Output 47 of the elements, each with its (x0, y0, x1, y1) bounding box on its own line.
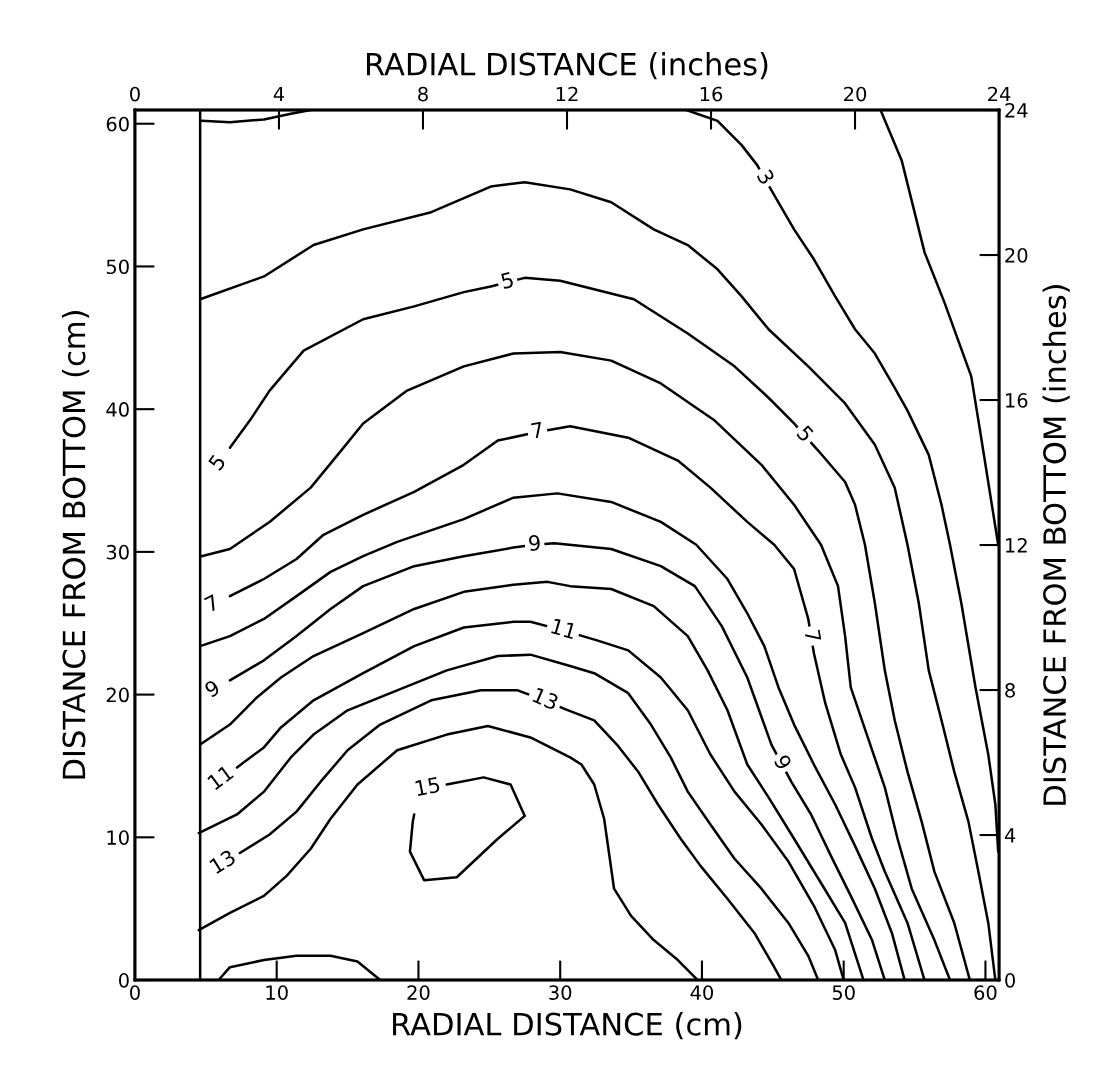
x-tick-label: 20 (407, 985, 430, 1000)
x2-tick-label: 0 (130, 86, 140, 102)
x2-tick-label: 12 (556, 86, 578, 102)
x2-tick-label: 20 (844, 86, 867, 102)
y-tick-label: 20 (106, 687, 129, 703)
x-tick-label: 40 (690, 985, 714, 1000)
x-tick-label: 50 (832, 985, 855, 1000)
x2-tick-label: 24 (988, 86, 1011, 102)
y-tick-label: 10 (107, 830, 129, 845)
annotation: 7 (203, 594, 220, 613)
annotation: 5 (796, 424, 815, 443)
y2-tick-label: 12 (1006, 537, 1027, 553)
annotation: 9 (203, 679, 221, 699)
annotation: 9 (528, 534, 541, 552)
annotation: 3 (756, 168, 776, 186)
annotation: 13 (532, 687, 560, 711)
y-tick-label: 0 (119, 973, 129, 988)
x2-tick-label: 8 (418, 86, 428, 102)
y-tick-label: 30 (106, 544, 129, 560)
y2-tick-label: 16 (1006, 392, 1028, 408)
x-tick-label: 0 (130, 985, 140, 1000)
annotation: 9 (773, 753, 793, 771)
y-tick-label: 50 (106, 259, 129, 275)
x-tick-label: 30 (549, 985, 572, 1000)
y-tick-label: 40 (106, 402, 129, 417)
annotation: 11 (550, 618, 577, 640)
y2-tick-label: 0 (1005, 973, 1015, 988)
annotation: 15 (415, 776, 441, 797)
y2-tick-label: 8 (1005, 682, 1015, 698)
annotation: 11 (206, 764, 234, 791)
annotation: 5 (207, 453, 227, 472)
y-axis-title: DISTANCE FROM BOTTOM (cm) (61, 311, 90, 779)
annotation: 5 (500, 271, 514, 290)
x2-tick-label: 16 (700, 86, 723, 102)
y2-tick-label: 24 (1005, 102, 1028, 118)
x-axis-title: RADIAL DISTANCE (cm) (393, 1012, 742, 1040)
x2-tick-label: 4 (273, 86, 285, 102)
annotation: 7 (531, 421, 544, 439)
y2-axis-title: DISTANCE FROM BOTTOM (inches) (1042, 285, 1070, 805)
x2-axis-title: RADIAL DISTANCE (inches) (366, 52, 768, 80)
y2-tick-label: 4 (1004, 828, 1016, 843)
x-tick-label: 60 (974, 985, 997, 1000)
x-tick-label: 10 (266, 985, 288, 1000)
annotation: 13 (208, 848, 237, 875)
annotation: 7 (804, 629, 822, 642)
y2-tick-label: 20 (1005, 247, 1028, 263)
y-tick-label: 60 (106, 116, 129, 132)
